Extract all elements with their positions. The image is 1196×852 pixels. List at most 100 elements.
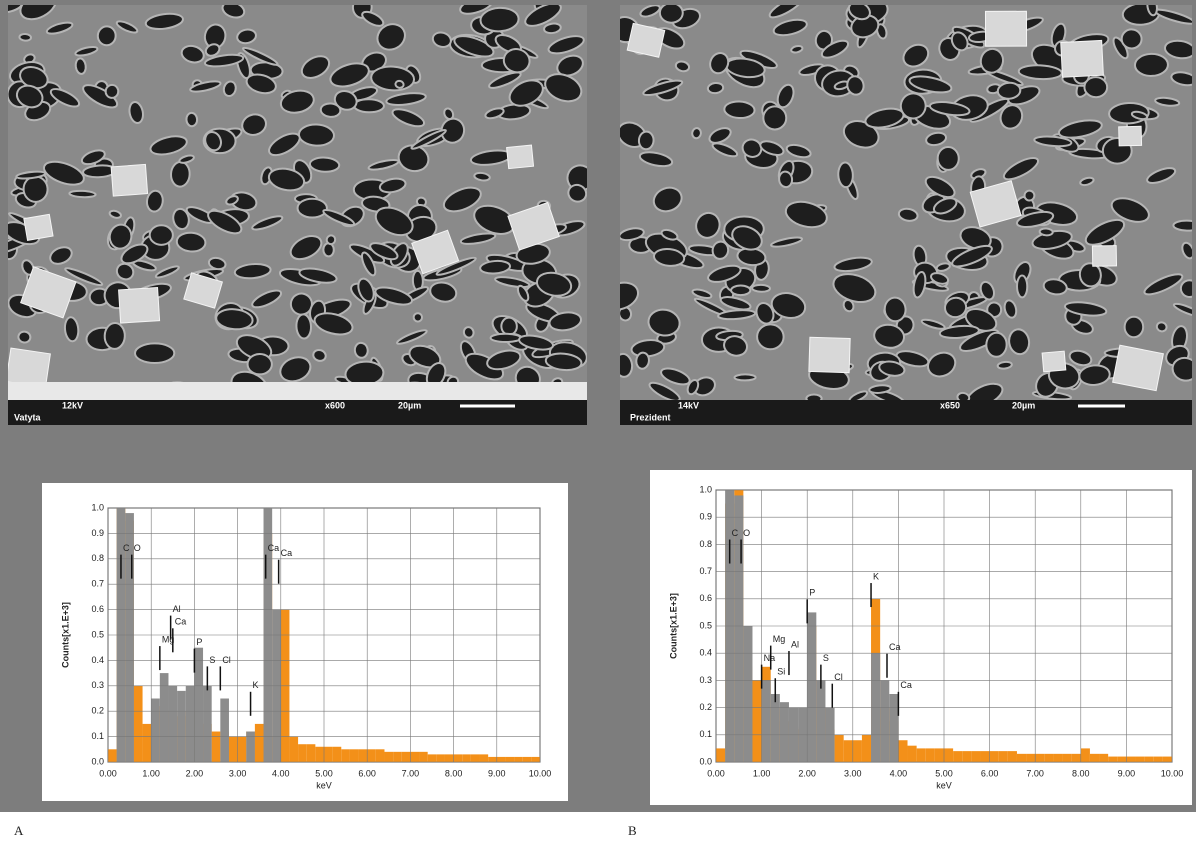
pore [170, 161, 190, 187]
peak-label: Si [777, 667, 785, 677]
spectrum-bar [917, 748, 926, 762]
y-tick-label: 0.8 [91, 553, 104, 563]
x-tick-label: 6.00 [981, 768, 999, 778]
y-tick-label: 0.9 [699, 512, 712, 522]
x-axis-label: keV [316, 780, 332, 790]
crystal [1042, 351, 1066, 372]
x-tick-label: 3.00 [229, 768, 247, 778]
y-tick-label: 0.6 [91, 604, 104, 614]
peak-label: Al [791, 639, 799, 649]
spectrum-bar [480, 754, 489, 762]
pore [638, 131, 654, 150]
peak-label: P [196, 637, 202, 647]
crystal [1113, 345, 1164, 390]
x-tick-label: 9.00 [488, 768, 506, 778]
x-tick-label: 4.00 [272, 768, 290, 778]
spectrum-bar [807, 612, 816, 762]
y-tick-label: 0.5 [699, 620, 712, 630]
scale: 20µm [1012, 400, 1035, 410]
spectrum-bar [1099, 754, 1108, 762]
spectrum-bar [203, 686, 212, 762]
pore [18, 331, 32, 344]
spectrum-bar [1063, 754, 1072, 762]
pore [997, 82, 1021, 100]
x-tick-label: 5.00 [315, 768, 333, 778]
pore [69, 190, 96, 197]
spectrum-bar [194, 648, 203, 762]
pore [937, 146, 959, 170]
peak-label: O [134, 543, 141, 553]
pore [1039, 228, 1053, 236]
pore [298, 124, 334, 147]
crystal [111, 164, 147, 196]
spectrum-bar [1117, 757, 1126, 762]
peak-label: C [732, 528, 739, 538]
y-tick-label: 0.8 [699, 539, 712, 549]
spectrum-bar [108, 749, 117, 762]
x-tick-label: 1.00 [753, 768, 771, 778]
spectrum-bar [944, 748, 953, 762]
pore [491, 334, 521, 342]
pore [354, 342, 369, 359]
peak-label: S [823, 653, 829, 663]
pore [838, 162, 854, 187]
crystal [1092, 246, 1116, 267]
y-tick-label: 0.4 [91, 655, 104, 665]
spectrum-bar [333, 747, 342, 762]
y-tick-label: 0.2 [91, 706, 104, 716]
spectrum-bar [752, 680, 761, 762]
peak-label: Ca [268, 543, 280, 553]
x-tick-label: 9.00 [1118, 768, 1136, 778]
y-tick-label: 1.0 [699, 484, 712, 494]
x-tick-label: 7.00 [402, 768, 420, 778]
y-tick-label: 0.0 [91, 756, 104, 766]
spectrum-bar [980, 751, 989, 762]
spectrum-bar [238, 737, 247, 762]
x-tick-label: 5.00 [935, 768, 953, 778]
spectrum-bar [926, 748, 935, 762]
spectrum-bar [359, 749, 368, 762]
peak-label: C [123, 543, 130, 553]
spectrum-bar [1126, 757, 1135, 762]
pore [986, 332, 1007, 357]
peak-label: Ca [281, 548, 293, 558]
peak-label: Ca [900, 680, 912, 690]
spectrum-bar [999, 751, 1008, 762]
x-tick-label: 4.00 [890, 768, 908, 778]
pore [296, 314, 312, 339]
spectrum-bar [298, 744, 307, 762]
y-tick-label: 0.0 [699, 756, 712, 766]
x-tick-label: 8.00 [445, 768, 463, 778]
spectrum-bar [384, 752, 393, 762]
spectrum-bar [862, 735, 871, 762]
y-tick-label: 0.2 [699, 702, 712, 712]
spectrum-bar [186, 686, 195, 762]
spectrum-bar [488, 757, 497, 762]
y-tick-label: 0.6 [699, 593, 712, 603]
spectrum-bar [889, 694, 898, 762]
y-tick-label: 0.5 [91, 629, 104, 639]
spectrum-bar [393, 752, 402, 762]
pore [320, 103, 341, 118]
pore [1125, 317, 1144, 338]
spectrum-bar [402, 752, 411, 762]
spectrum-bar [880, 680, 889, 762]
chart: 0.00.10.20.30.40.50.60.70.80.91.00.001.0… [60, 502, 551, 790]
spectrum-bar [350, 749, 359, 762]
spectrum-bar [844, 740, 853, 762]
spectrum-bar [151, 699, 160, 763]
spectrum-bar [436, 754, 445, 762]
spectrum-bar [315, 747, 324, 762]
spectrum-bar [1035, 754, 1044, 762]
peak-label: K [873, 571, 879, 581]
spectrum-bar [908, 746, 917, 762]
spectrum-bar [1053, 754, 1062, 762]
pore [884, 297, 907, 322]
pore [104, 323, 125, 350]
crystal [1061, 40, 1104, 77]
crystal [985, 11, 1026, 46]
spectrum-bar [716, 748, 725, 762]
y-tick-label: 0.3 [91, 680, 104, 690]
sem-edge [8, 382, 587, 400]
spectrum-bar [410, 752, 419, 762]
